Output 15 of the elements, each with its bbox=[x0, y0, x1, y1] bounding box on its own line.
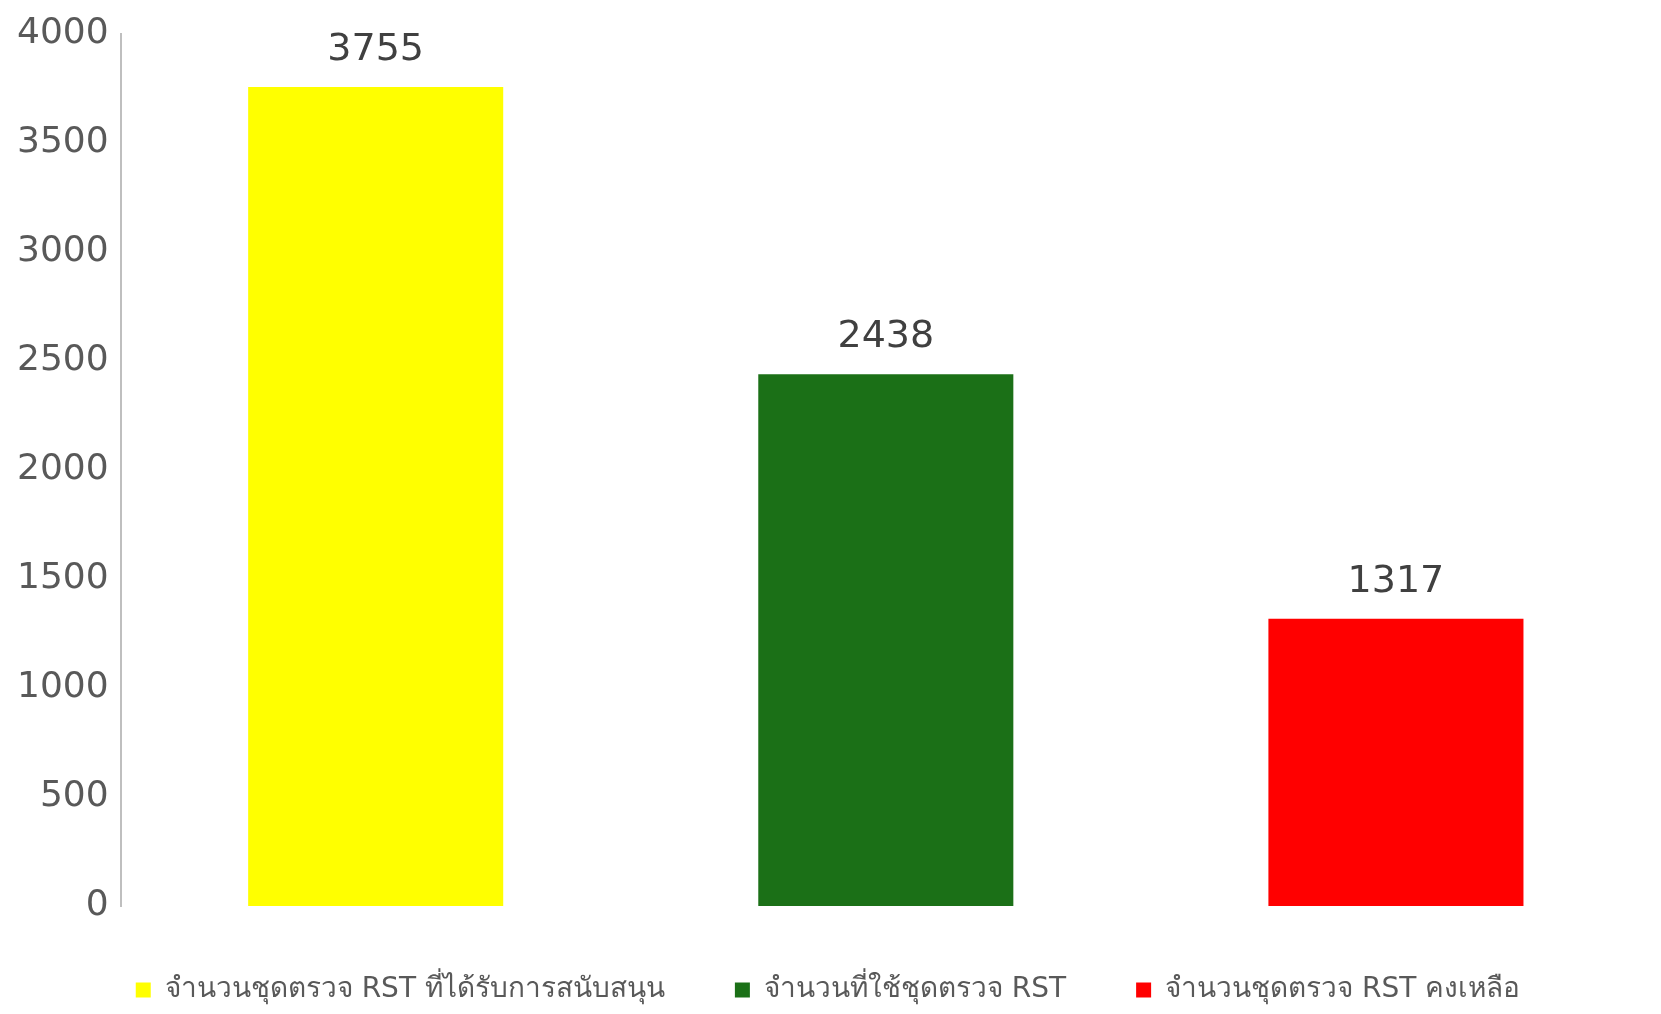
y-tick-label: 4000 bbox=[16, 9, 109, 51]
y-tick-label: 3500 bbox=[16, 119, 109, 161]
legend-label: จำนวนที่ใช้ชุดตรวจ RST bbox=[763, 968, 1068, 1006]
y-tick-label: 2000 bbox=[16, 446, 109, 488]
y-tick-label: 3000 bbox=[16, 228, 109, 270]
y-tick-label: 2500 bbox=[16, 337, 109, 379]
y-tick-label: 1500 bbox=[16, 555, 109, 597]
y-tick-label: 500 bbox=[39, 773, 109, 815]
data-label: 1317 bbox=[1347, 556, 1445, 601]
y-tick-label: 1000 bbox=[16, 664, 109, 706]
data-label: 3755 bbox=[327, 24, 425, 69]
legend-label: จำนวนชุดตรวจ RST คงเหลือ bbox=[1165, 971, 1521, 1006]
legend-label: จำนวนชุดตรวจ RST ที่ได้รับการสนับสนุน bbox=[164, 968, 665, 1006]
y-tick-label: 0 bbox=[85, 882, 109, 924]
data-label: 2438 bbox=[837, 312, 935, 357]
